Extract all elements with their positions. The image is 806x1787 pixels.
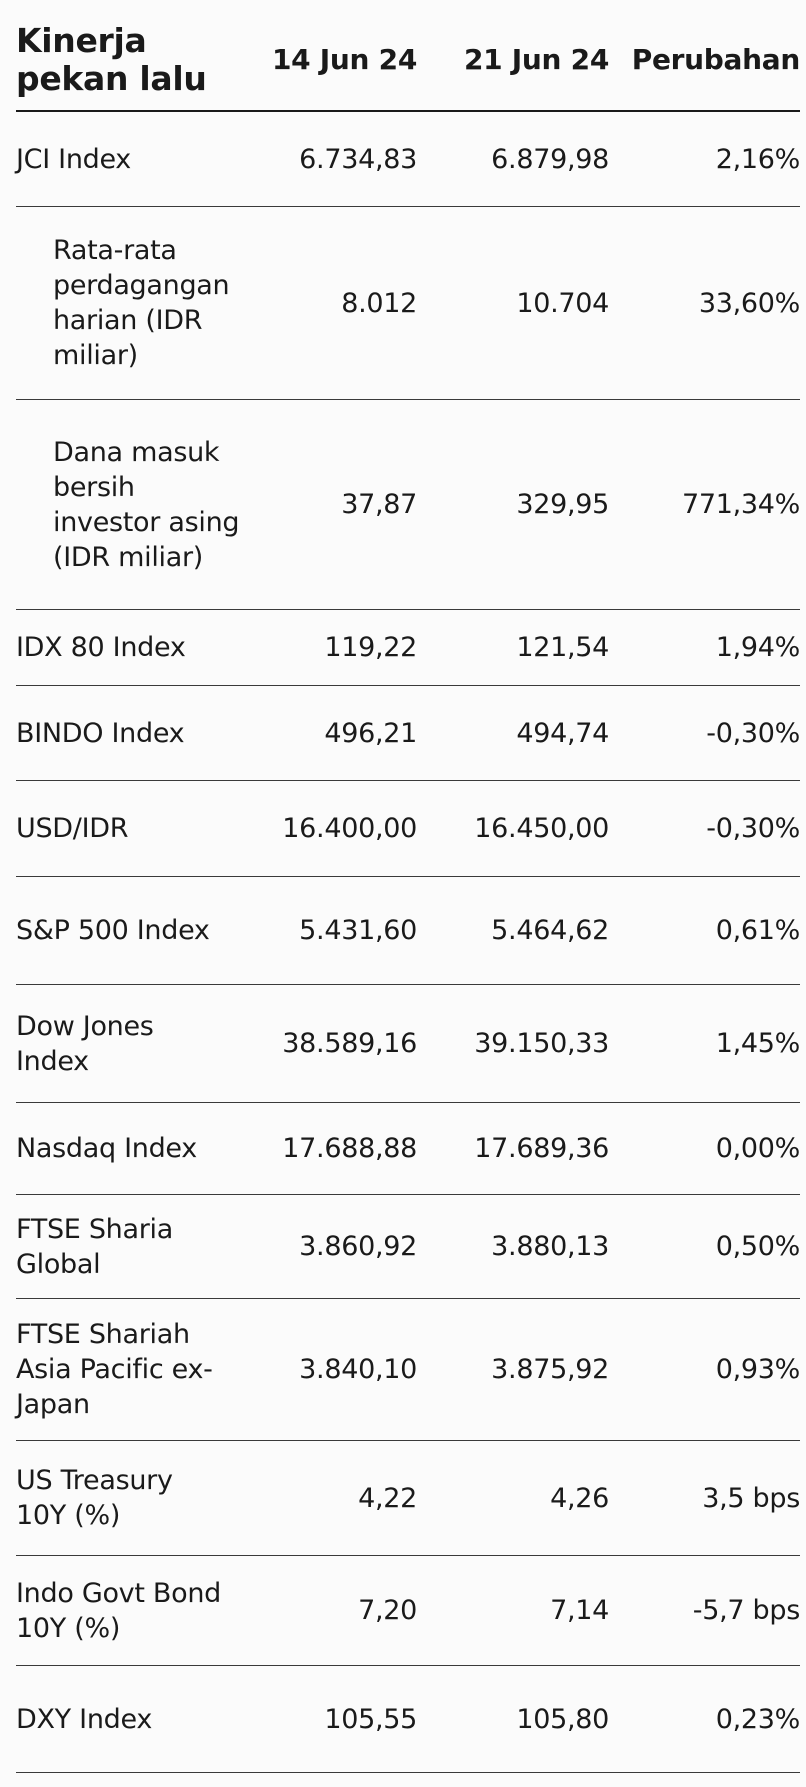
row-value-21jun: 17.689,36 — [474, 1133, 609, 1164]
row-label: JCI Index — [16, 143, 131, 175]
column-header-change: Perubahan — [631, 43, 801, 76]
row-value-change: -0,30% — [706, 813, 800, 844]
row-value-21jun: 39.150,33 — [474, 1028, 609, 1059]
row-value-change: 33,60% — [698, 287, 800, 319]
row-value-21jun: 10.704 — [516, 287, 609, 319]
row-value-14jun: 8.012 — [341, 287, 417, 319]
table-row: USD/IDR 16.400,00 16.450,00 -0,30% — [16, 781, 800, 877]
table-row: JCI Index 6.734,83 6.879,98 2,16% — [16, 112, 800, 207]
row-label: Dana masuk bersih investor asing (IDR mi… — [53, 436, 240, 573]
row-value-change: -0,30% — [706, 717, 800, 749]
performance-table: Kinerja pekan lalu 14 Jun 24 21 Jun 24 P… — [16, 0, 800, 1773]
row-label: FTSE Sharia Global — [16, 1213, 173, 1280]
row-value-14jun: 496,21 — [324, 717, 417, 749]
row-label: US Treasury 10Y (%) — [16, 1465, 173, 1531]
row-value-21jun: 3.875,92 — [491, 1354, 609, 1385]
row-value-change: 771,34% — [681, 489, 800, 520]
table-row: BINDO Index 496,21 494,74 -0,30% — [16, 686, 800, 781]
table-row: DXY Index 105,55 105,80 0,23% — [16, 1666, 800, 1773]
row-value-14jun: 3.860,92 — [299, 1231, 417, 1262]
row-value-21jun: 494,74 — [516, 717, 609, 749]
row-value-21jun: 7,14 — [550, 1595, 609, 1626]
row-value-change: 2,16% — [715, 143, 801, 175]
row-label: BINDO Index — [16, 717, 185, 749]
table-row: Rata-rata perdagangan harian (IDR miliar… — [16, 207, 800, 400]
row-label: FTSE Shariah Asia Pacific ex-Japan — [16, 1319, 213, 1420]
row-value-change: 1,45% — [715, 1028, 801, 1059]
table-row: FTSE Sharia Global 3.860,92 3.880,13 0,5… — [16, 1195, 800, 1299]
row-value-change: 0,61% — [715, 915, 801, 946]
row-value-14jun: 119,22 — [324, 632, 417, 663]
table-row: US Treasury 10Y (%) 4,22 4,26 3,5 bps — [16, 1441, 800, 1556]
row-label: Indo Govt Bond 10Y (%) — [16, 1577, 221, 1644]
row-value-change: 0,50% — [715, 1231, 801, 1262]
column-header-date-1: 14 Jun 24 — [271, 43, 417, 76]
row-value-14jun: 38.589,16 — [282, 1028, 417, 1059]
row-value-14jun: 7,20 — [358, 1595, 417, 1626]
column-header-date-2: 21 Jun 24 — [463, 43, 609, 76]
row-value-change: 0,23% — [715, 1703, 801, 1735]
row-value-21jun: 329,95 — [516, 489, 609, 520]
row-value-14jun: 4,22 — [358, 1482, 417, 1514]
row-value-21jun: 6.879,98 — [491, 143, 609, 175]
table-row: Nasdaq Index 17.688,88 17.689,36 0,00% — [16, 1103, 800, 1195]
table-row: S&P 500 Index 5.431,60 5.464,62 0,61% — [16, 877, 800, 985]
row-label: USD/IDR — [16, 813, 129, 844]
row-value-14jun: 6.734,83 — [299, 143, 417, 175]
row-value-change: 0,93% — [715, 1354, 801, 1385]
table-title: Kinerja pekan lalu — [16, 21, 207, 98]
table-row: FTSE Shariah Asia Pacific ex-Japan 3.840… — [16, 1299, 800, 1441]
table-row: IDX 80 Index 119,22 121,54 1,94% — [16, 610, 800, 686]
row-value-change: 1,94% — [715, 632, 801, 663]
row-value-14jun: 16.400,00 — [282, 813, 417, 844]
row-value-14jun: 5.431,60 — [299, 915, 417, 946]
row-label: DXY Index — [16, 1703, 152, 1735]
row-label: Rata-rata perdagangan harian (IDR miliar… — [53, 235, 230, 371]
row-value-21jun: 4,26 — [550, 1482, 609, 1514]
table-row: Dana masuk bersih investor asing (IDR mi… — [16, 400, 800, 610]
row-label: Dow Jones Index — [16, 1010, 154, 1077]
row-value-change: 3,5 bps — [702, 1482, 800, 1514]
table-row: Indo Govt Bond 10Y (%) 7,20 7,14 -5,7 bp… — [16, 1556, 800, 1666]
row-value-14jun: 105,55 — [324, 1703, 417, 1735]
row-value-21jun: 121,54 — [516, 632, 609, 663]
row-value-21jun: 105,80 — [516, 1703, 609, 1735]
table-row: Dow Jones Index 38.589,16 39.150,33 1,45… — [16, 985, 800, 1103]
row-value-21jun: 3.880,13 — [491, 1231, 609, 1262]
row-value-change: -5,7 bps — [692, 1595, 801, 1626]
row-label: S&P 500 Index — [16, 915, 210, 946]
table-header: Kinerja pekan lalu 14 Jun 24 21 Jun 24 P… — [16, 0, 800, 112]
row-label: Nasdaq Index — [16, 1133, 197, 1164]
row-value-14jun: 37,87 — [341, 489, 417, 520]
row-value-change: 0,00% — [715, 1133, 801, 1164]
row-value-21jun: 5.464,62 — [491, 915, 609, 946]
row-value-14jun: 17.688,88 — [282, 1133, 417, 1164]
row-value-21jun: 16.450,00 — [474, 813, 609, 844]
row-value-14jun: 3.840,10 — [299, 1354, 417, 1385]
row-label: IDX 80 Index — [16, 632, 186, 663]
